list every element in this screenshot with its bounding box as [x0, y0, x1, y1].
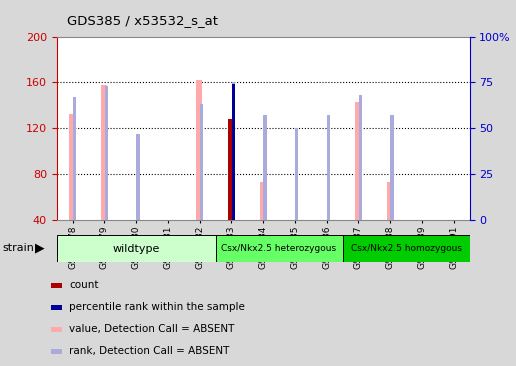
Text: count: count	[69, 280, 99, 291]
Text: value, Detection Call = ABSENT: value, Detection Call = ABSENT	[69, 324, 234, 335]
Bar	[136, 134, 140, 220]
Bar	[391, 115, 394, 220]
Text: strain: strain	[3, 243, 35, 253]
Bar	[69, 114, 75, 220]
Bar	[216, 235, 343, 262]
Bar	[264, 115, 267, 220]
Text: ▶: ▶	[35, 242, 45, 255]
Bar	[359, 95, 362, 220]
Text: rank, Detection Call = ABSENT: rank, Detection Call = ABSENT	[69, 346, 230, 356]
Bar	[232, 84, 235, 220]
Bar	[355, 102, 361, 220]
Bar	[51, 327, 62, 332]
Bar	[105, 86, 108, 220]
Text: Csx/Nkx2.5 homozygous: Csx/Nkx2.5 homozygous	[350, 244, 461, 253]
Bar	[196, 80, 202, 220]
Bar	[73, 97, 76, 220]
Bar	[260, 182, 265, 220]
Bar	[327, 115, 330, 220]
Bar	[51, 305, 62, 310]
Bar	[228, 119, 234, 220]
Text: wildtype: wildtype	[112, 243, 160, 254]
Bar	[232, 82, 235, 220]
Bar	[343, 235, 470, 262]
Bar	[295, 128, 298, 220]
Text: Csx/Nkx2.5 heterozygous: Csx/Nkx2.5 heterozygous	[221, 244, 336, 253]
Bar	[386, 182, 392, 220]
Bar	[51, 283, 62, 288]
Bar	[51, 349, 62, 354]
Text: GDS385 / x53532_s_at: GDS385 / x53532_s_at	[67, 14, 218, 27]
Bar	[57, 235, 216, 262]
Text: percentile rank within the sample: percentile rank within the sample	[69, 302, 245, 313]
Bar	[101, 85, 107, 220]
Bar	[200, 104, 203, 220]
